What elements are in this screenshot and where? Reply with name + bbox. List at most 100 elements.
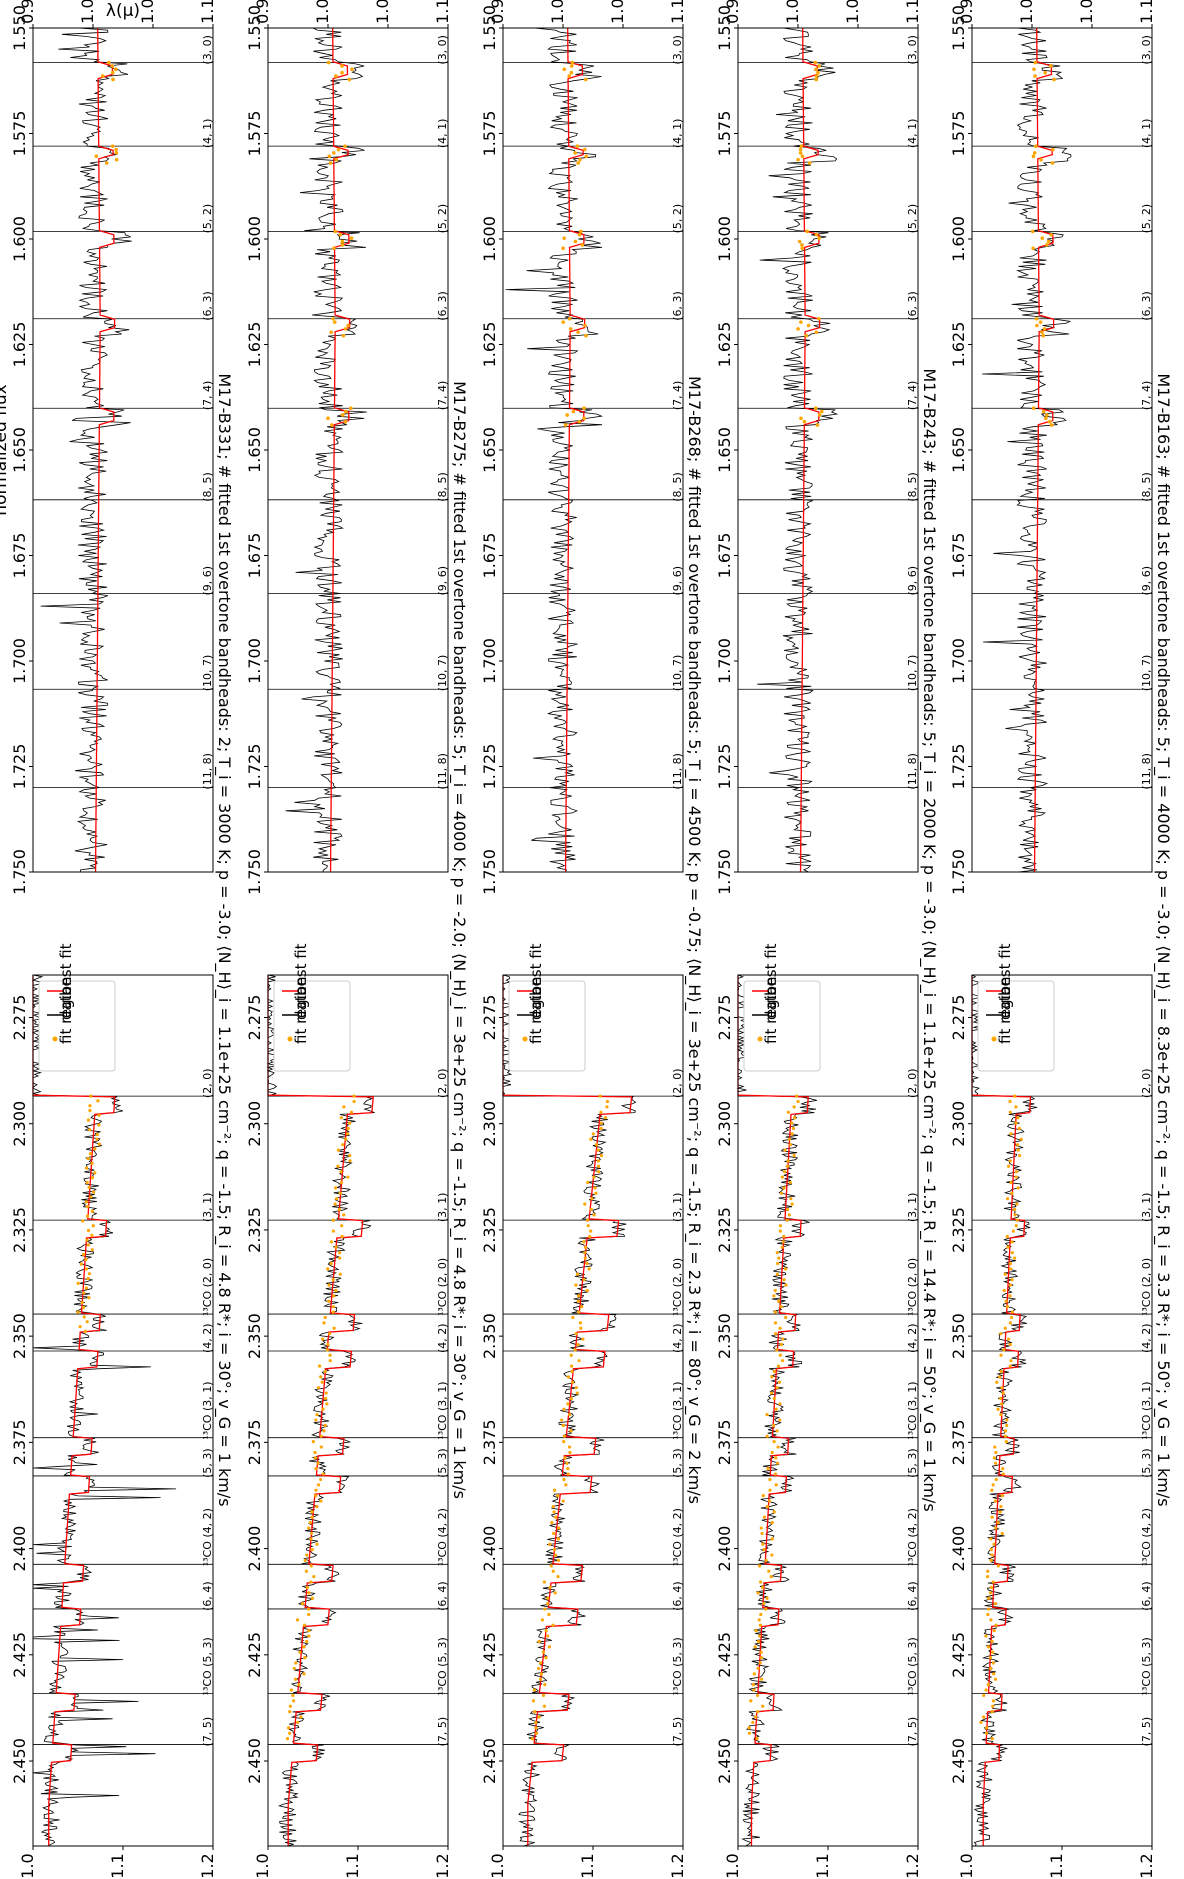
x-tick-label: 2.325 — [10, 1207, 29, 1253]
fit-region-point — [772, 1369, 776, 1374]
fit-region-point — [995, 1380, 999, 1384]
fit-region-point — [1004, 1299, 1008, 1303]
bandhead-label: (11, 8) — [436, 753, 449, 790]
fit-region-point — [340, 243, 345, 247]
bandhead-label: (3, 1) — [436, 1193, 449, 1223]
fit-region-point — [1040, 236, 1045, 240]
x-tick-label: 1.575 — [10, 111, 29, 157]
fit-region-point — [805, 229, 809, 234]
x-tick-label: 2.375 — [245, 1419, 264, 1465]
fit-region-point — [332, 246, 336, 251]
fit-region-point — [314, 1418, 318, 1422]
fit-region-point — [1031, 246, 1035, 251]
fit-region-point — [331, 1278, 335, 1282]
fit-region-point — [571, 1380, 575, 1384]
bandhead-label: ¹³CO (2, 0) — [436, 1258, 449, 1316]
x-tick-label: 1.600 — [715, 216, 734, 262]
bandhead-label: (6, 3) — [201, 291, 214, 321]
x-tick-label: 1.575 — [715, 111, 734, 157]
fit-region-point — [343, 144, 347, 148]
fit-region-point — [537, 1715, 541, 1719]
fit-region-point — [342, 1105, 346, 1109]
fit-region-point — [110, 144, 115, 148]
x-tick-label: 1.675 — [480, 533, 499, 579]
right-panel: (2, 0) (3, 1) ¹³CO (2, 0) (4, 2) ¹³CO (3, 1)… — [715, 943, 922, 1878]
fit-region-point — [565, 1461, 569, 1465]
legend-fit-region-swatch — [52, 1036, 58, 1042]
x-tick-label: 1.700 — [10, 638, 29, 684]
fit-region-point — [332, 1326, 336, 1330]
fit-region-point — [991, 1580, 995, 1584]
fit-region-point — [757, 1634, 762, 1638]
bandhead-label: (7, 4) — [671, 381, 684, 411]
fit-region-point — [788, 1143, 793, 1147]
x-tick-label: 1.700 — [715, 638, 734, 684]
bandhead-label: (9, 6) — [1140, 566, 1153, 596]
bandhead-label: (9, 6) — [201, 566, 214, 596]
fit-region-point — [758, 1623, 763, 1627]
fit-region-point — [95, 1137, 99, 1141]
bandhead-label: (2, 0) — [906, 1069, 919, 1099]
best-fit-line — [32, 975, 116, 1846]
bandhead-label: ¹³CO (3, 1) — [1140, 1381, 1153, 1439]
fit-region-point — [327, 154, 332, 159]
fit-region-point — [553, 1553, 558, 1557]
fit-region-point — [315, 1542, 319, 1546]
x-tick-label: 2.425 — [480, 1632, 499, 1678]
fit-region-point — [1016, 1186, 1020, 1190]
bandhead-label: (7, 4) — [201, 381, 214, 411]
left-panel-frame — [32, 27, 214, 873]
fit-region-point — [307, 1526, 311, 1530]
fit-region-point — [802, 419, 807, 424]
fit-region-point — [770, 1537, 774, 1541]
bandhead-label: (10, 7) — [906, 655, 919, 692]
fit-region-point — [772, 1396, 776, 1401]
fit-region-point — [90, 1248, 94, 1252]
y-tick-label: 1.1 — [578, 1853, 597, 1878]
bandhead-label: (3, 0) — [1140, 35, 1153, 65]
y-tick-label: 1.00 — [1017, 0, 1036, 24]
fit-region-point — [784, 1267, 788, 1271]
fit-region-point — [994, 1623, 998, 1627]
fit-region-point — [787, 1213, 791, 1217]
fit-region-point — [1010, 1310, 1015, 1314]
fit-region-point — [339, 1116, 343, 1120]
fit-region-point — [1003, 1429, 1008, 1433]
fit-region-point — [552, 1488, 557, 1492]
fit-region-point — [1010, 1278, 1014, 1282]
left-panel: (3, 0) (4, 1) (5, 2) (6, 3) (7, 4) (8, 5) (9, … — [715, 0, 922, 895]
fit-region-point — [776, 1445, 780, 1449]
fit-region-point — [534, 1731, 539, 1735]
fit-region-point — [578, 1321, 583, 1325]
bandhead-label: (7, 4) — [1140, 381, 1153, 411]
fit-region-point — [1009, 1132, 1013, 1136]
x-tick-label: 1.650 — [245, 427, 264, 473]
bandhead-label: (8, 5) — [1140, 472, 1153, 502]
fit-region-point — [1006, 1337, 1011, 1341]
legend-box — [508, 980, 586, 1072]
right-panel: (2, 0) (3, 1) ¹³CO (2, 0) (4, 2) ¹³CO (3, 1)… — [10, 943, 217, 1878]
y-tick-label: 0.95 — [488, 0, 507, 24]
fit-region-point — [762, 1548, 766, 1552]
bandhead-label: (4, 2) — [436, 1323, 449, 1353]
fit-region-point — [751, 1683, 756, 1687]
y-axis-label: normalized flux — [0, 384, 11, 515]
fit-region-point — [989, 1666, 993, 1671]
fit-region-point — [338, 1256, 342, 1260]
fit-region-point — [307, 1612, 311, 1617]
fit-region-point — [984, 1731, 989, 1735]
fit-region-point — [569, 70, 574, 75]
legend-fit-region-label: fit region — [57, 976, 75, 1044]
fit-region-point — [1000, 1386, 1004, 1390]
fit-region-point — [817, 316, 821, 321]
fit-region-point — [765, 1413, 769, 1417]
fit-region-point — [786, 1159, 790, 1163]
fit-region-point — [586, 1224, 590, 1228]
fit-region-point — [314, 1467, 318, 1471]
bandhead-label: ¹³CO (2, 0) — [201, 1258, 214, 1316]
y-tick-label: 1.0 — [253, 1853, 272, 1878]
fit-region-point — [1008, 1267, 1013, 1271]
fit-region-point — [89, 1094, 93, 1098]
fit-region-point — [599, 1126, 603, 1131]
